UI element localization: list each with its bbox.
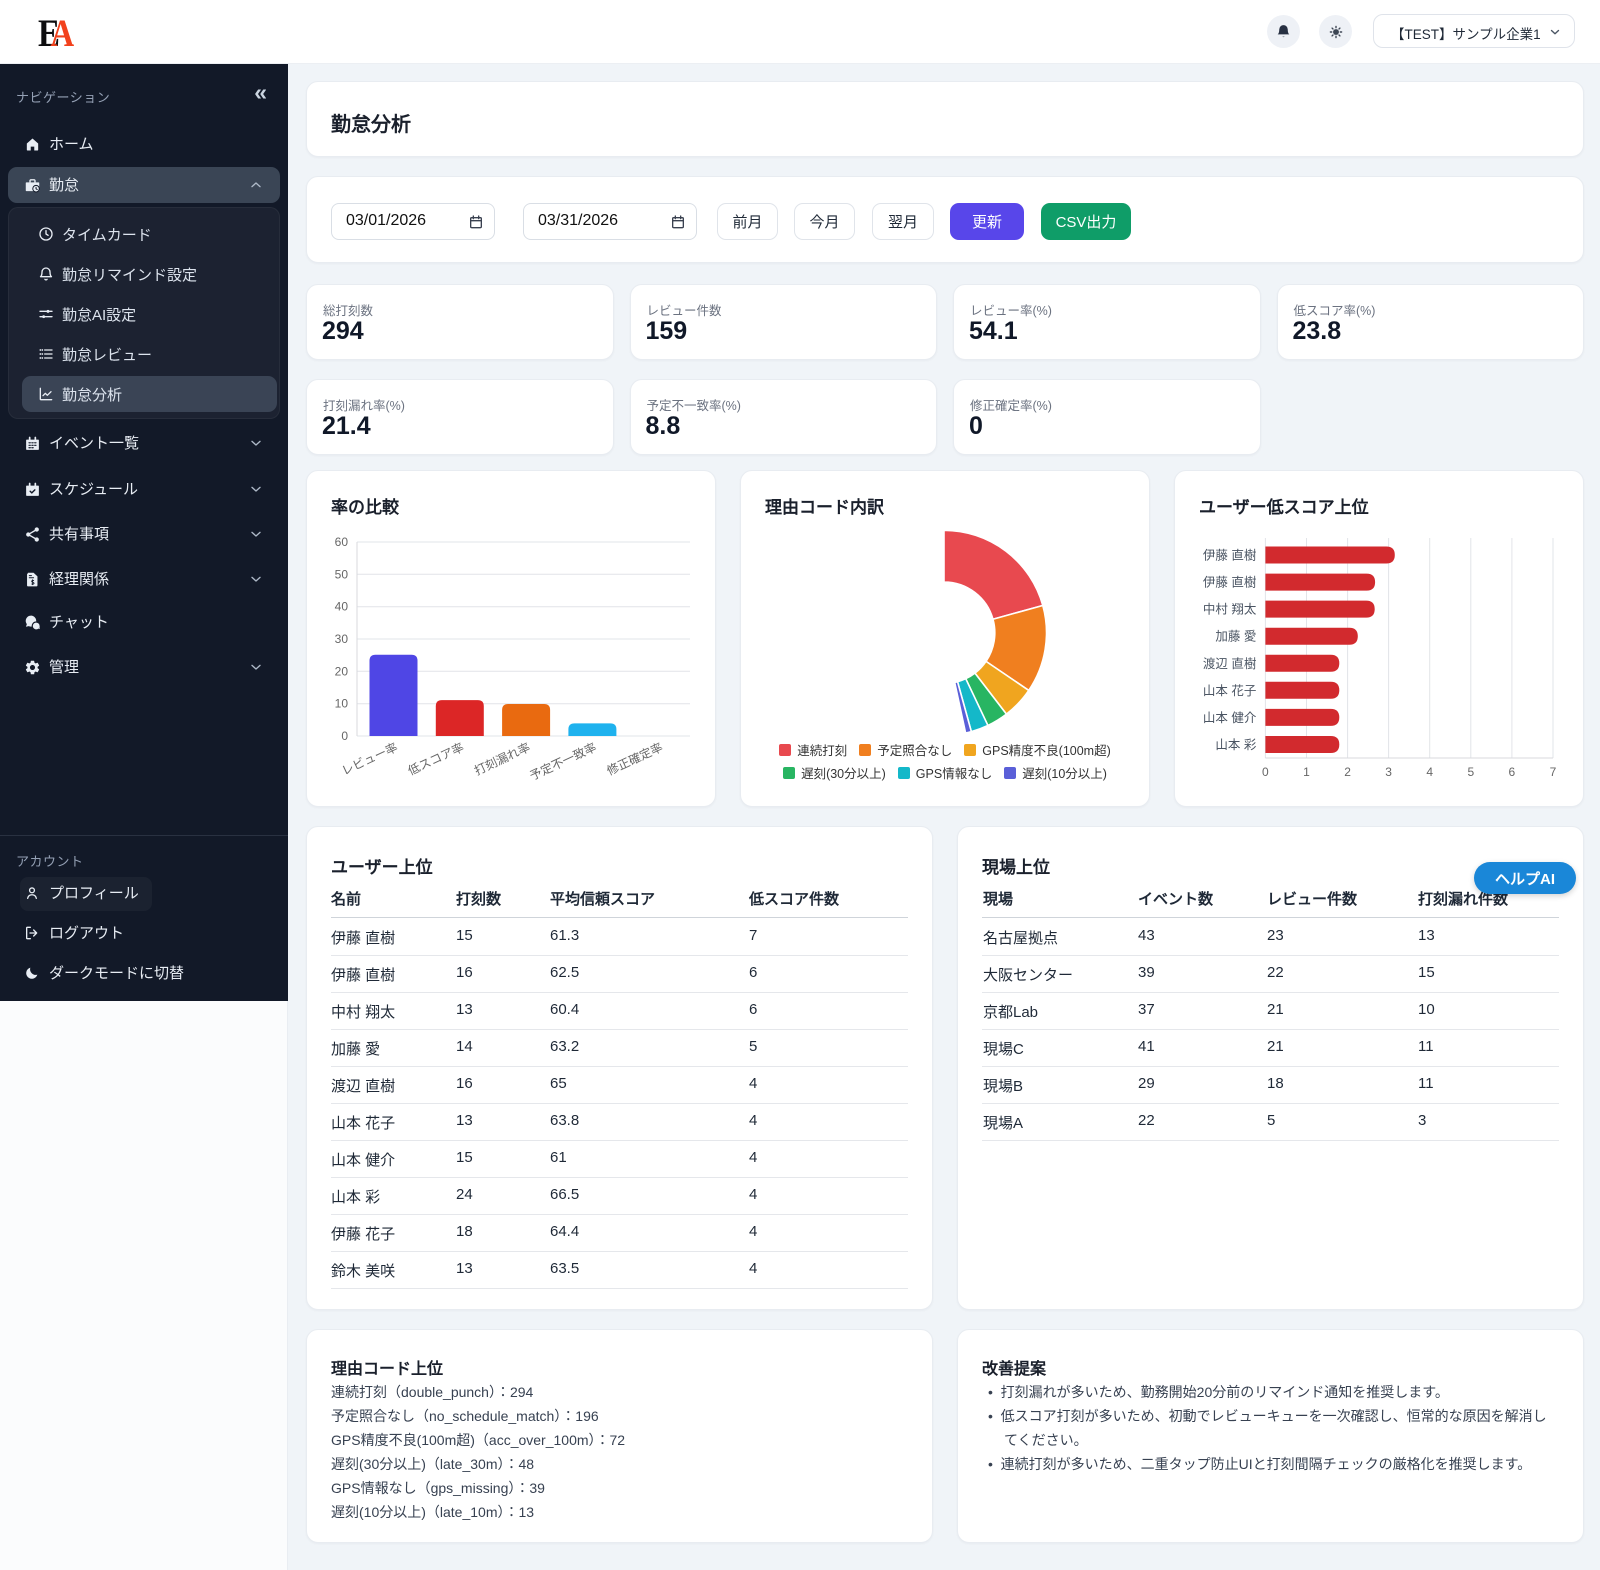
svg-text:4: 4 bbox=[1426, 765, 1433, 779]
svg-text:3: 3 bbox=[1385, 765, 1392, 779]
svg-text:60: 60 bbox=[335, 535, 349, 549]
svg-text:山本 彩: 山本 彩 bbox=[1215, 738, 1256, 752]
svg-text:加藤 愛: 加藤 愛 bbox=[1215, 630, 1256, 644]
svg-text:山本 健介: 山本 健介 bbox=[1203, 711, 1257, 725]
svg-text:レビュー率: レビュー率 bbox=[339, 740, 399, 778]
svg-text:10: 10 bbox=[335, 697, 349, 711]
svg-text:6: 6 bbox=[1509, 765, 1516, 779]
svg-text:5: 5 bbox=[1467, 765, 1474, 779]
svg-text:修正確定率: 修正確定率 bbox=[604, 739, 665, 778]
svg-text:30: 30 bbox=[335, 632, 349, 646]
svg-text:予定不一致率: 予定不一致率 bbox=[527, 740, 598, 783]
svg-text:40: 40 bbox=[335, 600, 349, 614]
svg-text:打刻漏れ率: 打刻漏れ率 bbox=[472, 740, 532, 778]
svg-text:中村 翔太: 中村 翔太 bbox=[1203, 602, 1257, 617]
svg-text:低スコア率: 低スコア率 bbox=[406, 740, 466, 778]
svg-text:7: 7 bbox=[1550, 765, 1557, 779]
svg-text:渡辺 直樹: 渡辺 直樹 bbox=[1203, 656, 1256, 671]
svg-text:20: 20 bbox=[335, 664, 349, 678]
svg-text:0: 0 bbox=[341, 729, 348, 743]
svg-text:1: 1 bbox=[1303, 765, 1310, 779]
svg-text:伊藤 直樹: 伊藤 直樹 bbox=[1203, 548, 1256, 563]
svg-text:伊藤 直樹: 伊藤 直樹 bbox=[1203, 575, 1256, 590]
svg-text:山本 花子: 山本 花子 bbox=[1203, 684, 1256, 698]
svg-text:50: 50 bbox=[335, 567, 349, 581]
svg-text:2: 2 bbox=[1344, 765, 1351, 779]
svg-text:0: 0 bbox=[1262, 765, 1269, 779]
